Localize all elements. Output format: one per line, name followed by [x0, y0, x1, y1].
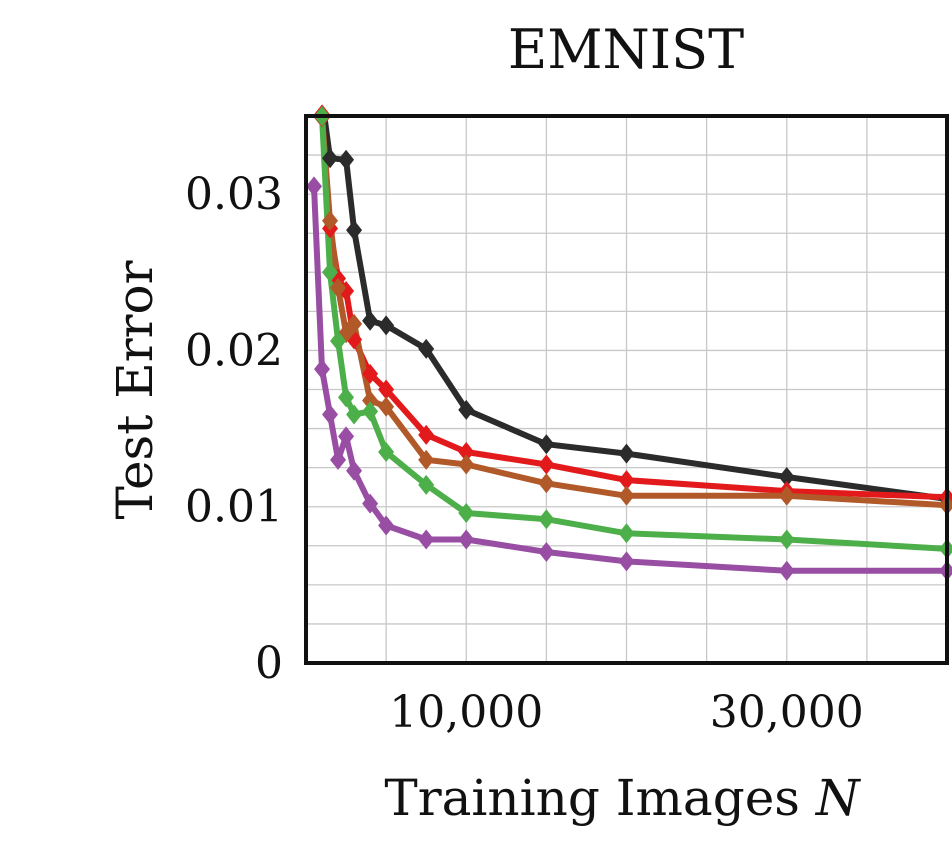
y-tick-label: 0.02: [185, 325, 283, 376]
data-point: [330, 331, 347, 352]
data-point: [314, 359, 331, 380]
data-point: [322, 262, 339, 283]
x-axis-label-main: Training Images: [384, 769, 815, 827]
data-point: [338, 426, 355, 447]
data-point: [378, 379, 395, 400]
data-point: [362, 493, 379, 514]
data-point: [618, 523, 635, 544]
data-point: [338, 387, 355, 408]
x-tick-label: 30,000: [710, 687, 864, 738]
data-point: [362, 363, 379, 384]
data-point: [362, 401, 379, 422]
data-point: [618, 551, 635, 572]
data-point: [418, 424, 435, 445]
data-point: [378, 442, 395, 463]
data-point: [778, 467, 795, 488]
data-point: [418, 529, 435, 550]
chart-title: EMNIST: [508, 18, 744, 81]
data-point: [346, 313, 363, 334]
data-point: [362, 390, 379, 411]
data-point: [778, 529, 795, 550]
data-point: [458, 399, 475, 420]
data-point: [362, 310, 379, 331]
x-tick-label: 10,000: [389, 687, 543, 738]
data-point: [346, 404, 363, 425]
data-point: [322, 210, 339, 231]
y-axis-label: Test Error: [106, 260, 164, 519]
data-point: [378, 515, 395, 536]
data-point: [322, 148, 339, 169]
data-point: [618, 470, 635, 491]
data-point: [778, 560, 795, 581]
data-point: [346, 220, 363, 241]
marker-layer: [306, 104, 952, 581]
y-tick-label: 0: [255, 638, 283, 689]
data-point: [418, 474, 435, 495]
y-tick-label: 0.03: [185, 169, 283, 220]
data-point: [538, 473, 555, 494]
data-point: [322, 404, 339, 425]
data-point: [618, 485, 635, 506]
data-point: [458, 529, 475, 550]
tick-labels: 0 0.01 0.02 0.03 10,000 30,000: [185, 169, 864, 738]
y-tick-label: 0.01: [185, 482, 283, 533]
data-point: [458, 454, 475, 475]
series-line-5: [311, 186, 947, 574]
data-point: [330, 277, 347, 298]
data-point: [618, 443, 635, 464]
data-point: [346, 460, 363, 481]
data-point: [458, 442, 475, 463]
data-point: [378, 396, 395, 417]
data-point: [306, 176, 323, 197]
data-point: [458, 502, 475, 523]
data-point: [778, 485, 795, 506]
plot-frame: [304, 114, 949, 665]
data-point: [378, 315, 395, 336]
data-point: [418, 338, 435, 359]
data-point: [330, 449, 347, 470]
grid: [306, 116, 947, 663]
x-axis-label-var: N: [815, 769, 862, 827]
data-point: [538, 434, 555, 455]
series-line-1: [321, 116, 947, 502]
data-point: [538, 509, 555, 530]
series-line-2: [319, 116, 947, 501]
data-point: [338, 149, 355, 170]
data-point: [538, 454, 555, 475]
x-axis-label: Training Images N: [384, 769, 861, 827]
data-point: [538, 542, 555, 563]
data-point: [418, 449, 435, 470]
